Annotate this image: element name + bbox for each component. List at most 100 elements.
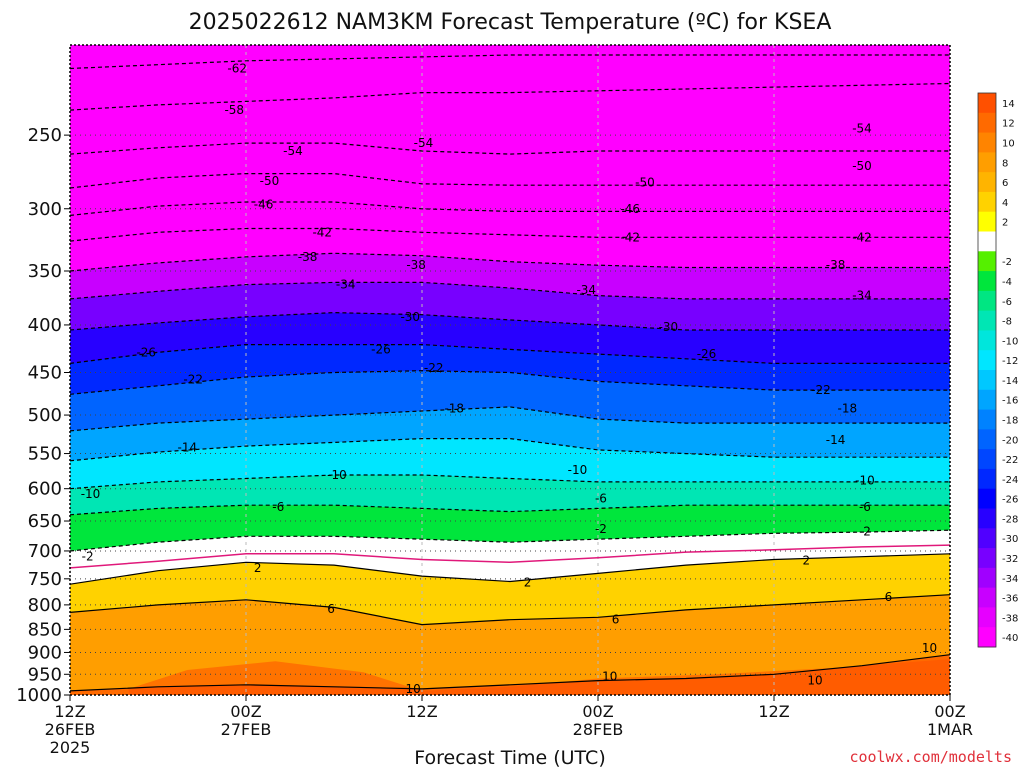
colorbar-label: -14	[1002, 376, 1018, 387]
colorbar-swatch	[978, 251, 996, 272]
y-tick-label: 800	[28, 595, 62, 616]
y-tick-label: 550	[28, 444, 62, 465]
isotherm-contours	[70, 54, 950, 692]
colorbar-label: -10	[1002, 336, 1018, 347]
colorbar-swatch	[978, 350, 996, 371]
colorbar-swatch	[978, 468, 996, 490]
colorbar-swatch	[978, 310, 996, 331]
credit-text: coolwx.com/modelts	[849, 748, 1012, 766]
x-tick-label: 1MAR	[927, 720, 973, 739]
contour-label: -42	[312, 225, 332, 239]
isotherm-line	[70, 252, 950, 272]
colorbar-swatch	[978, 290, 996, 312]
colorbar-label: -6	[1002, 297, 1012, 308]
contour-label: -54	[414, 136, 434, 150]
colorbar-label: -18	[1002, 415, 1018, 426]
colorbar-label: 8	[1002, 158, 1008, 169]
contour-label: -38	[406, 258, 426, 272]
contour-label: -26	[136, 345, 156, 359]
y-tick-label: 700	[28, 541, 62, 562]
colorbar-swatch	[978, 211, 996, 232]
contour-label: -6	[859, 500, 871, 514]
colorbar-label: -36	[1002, 594, 1018, 605]
isotherm-line	[70, 553, 950, 585]
contour-label: -54	[283, 144, 303, 158]
colorbar-label: -24	[1002, 475, 1018, 486]
x-tick-label: 12Z	[54, 702, 85, 721]
colorbar-swatch	[978, 627, 996, 648]
colorbar-swatch	[978, 508, 996, 529]
colorbar-legend: 14 12 10 8 6 4 2 -2 -4 -6 -8 -10 -12 -14 -16 -18 -20 -22 -…	[977, 92, 1018, 648]
contour-label: -22	[183, 373, 203, 387]
isotherm-line	[70, 227, 950, 242]
contour-label: -6	[595, 492, 607, 506]
contour-label: -22	[424, 361, 444, 375]
contour-label: 6	[327, 602, 335, 616]
x-tick-label: 26FEB	[45, 720, 96, 739]
y-tick-label: 300	[28, 199, 62, 220]
y-tick-label: 850	[28, 619, 62, 640]
contour-label: -42	[620, 230, 640, 244]
contour-label: -26	[697, 347, 717, 361]
colorbar-label: -16	[1002, 396, 1018, 407]
x-tick-label: 00Z	[582, 702, 613, 721]
contour-label: -46	[620, 202, 640, 216]
colorbar-label: -32	[1002, 554, 1018, 565]
contour-label: 10	[922, 641, 937, 655]
isotherm-line	[70, 311, 950, 331]
colorbar-label: -2	[1002, 257, 1012, 268]
isotherm-line	[70, 406, 950, 432]
colorbar-swatch	[978, 528, 996, 549]
colorbar-label: -22	[1002, 455, 1018, 466]
colorbar-swatch	[978, 231, 996, 252]
y-tick-label: 1000	[16, 685, 62, 706]
contour-label: 2	[802, 554, 810, 568]
contour-label: -54	[852, 122, 872, 136]
contour-label: -50	[635, 175, 655, 189]
x-tick-label: 28FEB	[573, 720, 624, 739]
colorbar-label: -20	[1002, 435, 1018, 446]
colorbar-swatch	[978, 271, 996, 292]
colorbar-frame	[977, 92, 997, 648]
contour-label: 2	[524, 576, 532, 590]
colorbar-label: -12	[1002, 356, 1018, 367]
isotherm-line	[70, 654, 950, 692]
y-tick-label: 350	[28, 261, 62, 282]
colorbar-swatch	[978, 112, 996, 134]
x-tick-label: 12Z	[758, 702, 789, 721]
x-tick-label: 27FEB	[221, 720, 272, 739]
contour-label: -38	[826, 258, 846, 272]
freezing-line	[70, 544, 950, 569]
colorbar-swatch	[978, 191, 996, 213]
colorbar-label: 2	[1002, 218, 1008, 229]
contour-label: 10	[602, 669, 617, 683]
pressure-axis: 2503003504004505005506006507007508008509…	[16, 125, 70, 706]
gridlines	[70, 45, 950, 695]
y-tick-label: 250	[28, 125, 62, 146]
colorbar-label: 4	[1002, 198, 1008, 209]
colorbar-swatch	[978, 370, 996, 391]
plot-frame	[69, 44, 951, 696]
isotherm-line	[70, 173, 950, 189]
colorbar-swatch	[978, 567, 996, 589]
chart-title: 2025022612 NAM3KM Forecast Temperature (…	[189, 10, 832, 35]
contour-label: -10	[81, 487, 101, 501]
y-tick-label: 450	[28, 363, 62, 384]
x-tick-label: 00Z	[934, 702, 965, 721]
x-tick-label: 12Z	[406, 702, 437, 721]
colorbar-label: -26	[1002, 495, 1018, 506]
isotherm-line	[70, 594, 950, 626]
colorbar-label: 10	[1002, 138, 1015, 149]
colorbar-swatch	[978, 172, 996, 193]
isotherm-line	[70, 529, 950, 552]
contour-labels: -62-58-54-54-54-50 -50-50-46 -46-42 -42 -42-…	[81, 62, 937, 696]
contour-label: -18	[838, 402, 858, 416]
contour-label: -2	[82, 550, 94, 564]
contour-label: -34	[852, 289, 872, 303]
warm-surface-band	[128, 659, 950, 695]
contour-label: -62	[227, 62, 247, 76]
isotherm-line	[70, 281, 950, 300]
colorbar-label: -8	[1002, 317, 1012, 328]
